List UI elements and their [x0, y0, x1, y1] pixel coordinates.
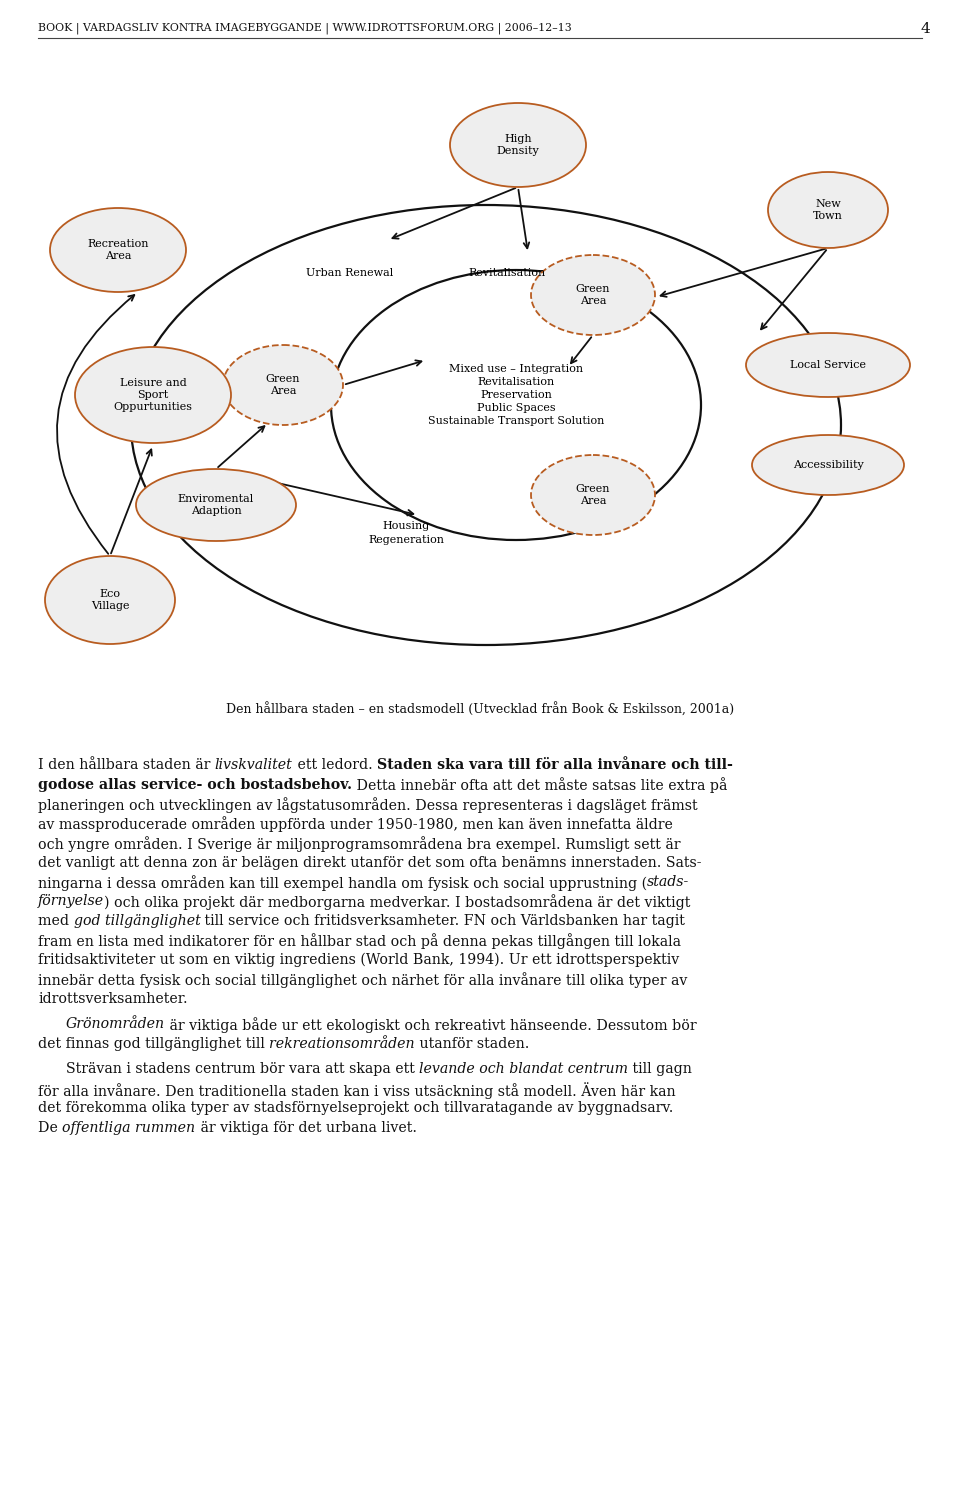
Text: rekreationsområden: rekreationsområden: [270, 1036, 415, 1052]
Text: Accessibility: Accessibility: [793, 460, 863, 470]
Text: Recreation
Area: Recreation Area: [87, 238, 149, 261]
Text: det vanligt att denna zon är belägen direkt utanför det som ofta benämns innerst: det vanligt att denna zon är belägen dir…: [38, 855, 702, 870]
Text: Eco
Village: Eco Village: [91, 590, 130, 610]
Text: fritidsaktiviteter ut som en viktig ingrediens (World Bank, 1994). Ur ett idrott: fritidsaktiviteter ut som en viktig ingr…: [38, 952, 680, 968]
Ellipse shape: [136, 470, 296, 542]
Ellipse shape: [50, 209, 186, 292]
Ellipse shape: [531, 255, 655, 334]
Text: till service och fritidsverksamheter. FN och Världsbanken har tagit: till service och fritidsverksamheter. FN…: [201, 914, 685, 928]
Text: De: De: [38, 1120, 62, 1134]
Text: offentliga rummen: offentliga rummen: [62, 1120, 196, 1134]
Text: det förekomma olika typer av stadsförnyelseprojekt och tillvaratagande av byggna: det förekomma olika typer av stadsförnye…: [38, 1101, 673, 1114]
Ellipse shape: [752, 435, 904, 495]
Text: Detta innebär ofta att det måste satsas lite extra på: Detta innebär ofta att det måste satsas …: [352, 777, 728, 794]
Text: New
Town: New Town: [813, 200, 843, 220]
Text: I den hållbara staden är: I den hållbara staden är: [38, 758, 215, 772]
Text: Mixed use – Integration
Revitalisation
Preservation
Public Spaces
Sustainable Tr: Mixed use – Integration Revitalisation P…: [428, 363, 604, 426]
Text: är viktiga både ur ett ekologiskt och rekreativt hänseende. Dessutom bör: är viktiga både ur ett ekologiskt och re…: [165, 1017, 697, 1034]
Text: idrottsverksamheter.: idrottsverksamheter.: [38, 992, 187, 1006]
Text: Urban Renewal: Urban Renewal: [306, 268, 394, 278]
Text: utanför staden.: utanför staden.: [415, 1036, 529, 1052]
Text: ningarna i dessa områden kan till exempel handla om fysisk och social upprustnin: ningarna i dessa områden kan till exempe…: [38, 874, 647, 891]
Text: ett ledord.: ett ledord.: [293, 758, 377, 772]
Text: för alla invånare. Den traditionella staden kan i viss utsäckning stå modell. Äv: för alla invånare. Den traditionella sta…: [38, 1082, 676, 1098]
Text: med: med: [38, 914, 74, 928]
Text: Leisure and
Sport
Oppurtunities: Leisure and Sport Oppurtunities: [113, 378, 193, 412]
Text: Green
Area: Green Area: [576, 484, 611, 506]
Text: Den hållbara staden – en stadsmodell (Utvecklad från Book & Eskilsson, 2001a): Den hållbara staden – en stadsmodell (Ut…: [226, 704, 734, 717]
Text: god tillgänglighet: god tillgänglighet: [74, 914, 201, 928]
Text: Revitalisation: Revitalisation: [468, 268, 545, 278]
Text: planeringen och utvecklingen av lågstatusområden. Dessa representeras i dagsläge: planeringen och utvecklingen av lågstatu…: [38, 796, 698, 813]
Text: Local Service: Local Service: [790, 360, 866, 370]
Text: innebär detta fysisk och social tillgänglighet och närhet för alla invånare till: innebär detta fysisk och social tillgäng…: [38, 972, 687, 988]
Text: till gagn: till gagn: [629, 1062, 692, 1076]
Text: BOOK | VARDAGSLIV KONTRA IMAGEBYGGANDE | WWW.IDROTTSFORUM.ORG | 2006–12–13: BOOK | VARDAGSLIV KONTRA IMAGEBYGGANDE |…: [38, 22, 572, 33]
Text: av massproducerade områden uppförda under 1950-1980, men kan även innefatta äldr: av massproducerade områden uppförda unde…: [38, 816, 673, 833]
Ellipse shape: [75, 346, 231, 442]
Text: förnyelse: förnyelse: [38, 894, 104, 909]
Ellipse shape: [450, 104, 586, 188]
Text: Enviromental
Adaption: Enviromental Adaption: [178, 494, 254, 516]
Ellipse shape: [531, 454, 655, 536]
Ellipse shape: [746, 333, 910, 398]
Text: ) och olika projekt där medborgarna medverkar. I bostadsområdena är det viktigt: ) och olika projekt där medborgarna medv…: [104, 894, 690, 910]
Text: Housing
Regeneration: Housing Regeneration: [368, 522, 444, 544]
Text: Staden ska vara till för alla invånare och till-: Staden ska vara till för alla invånare o…: [377, 758, 732, 772]
Text: 4: 4: [921, 22, 930, 36]
Text: livskvalitet: livskvalitet: [215, 758, 293, 772]
Ellipse shape: [768, 172, 888, 248]
Ellipse shape: [223, 345, 343, 424]
Text: Green
Area: Green Area: [576, 284, 611, 306]
Text: fram en lista med indikatorer för en hållbar stad och på denna pekas tillgången : fram en lista med indikatorer för en hål…: [38, 933, 681, 950]
Text: och yngre områden. I Sverige är miljonprogramsområdena bra exempel. Rumsligt set: och yngre områden. I Sverige är miljonpr…: [38, 836, 681, 852]
Ellipse shape: [45, 556, 175, 644]
Text: Strävan i stadens centrum bör vara att skapa ett: Strävan i stadens centrum bör vara att s…: [66, 1062, 420, 1076]
Text: är viktiga för det urbana livet.: är viktiga för det urbana livet.: [196, 1120, 417, 1134]
Text: Green
Area: Green Area: [266, 374, 300, 396]
Text: stads-: stads-: [647, 874, 689, 890]
Text: High
Density: High Density: [496, 134, 540, 156]
Text: levande och blandat centrum: levande och blandat centrum: [420, 1062, 629, 1076]
Text: Grönområden: Grönområden: [66, 1017, 165, 1032]
Text: det finnas god tillgänglighet till: det finnas god tillgänglighet till: [38, 1036, 270, 1052]
Text: godose allas service- och bostadsbehov.: godose allas service- och bostadsbehov.: [38, 777, 352, 792]
